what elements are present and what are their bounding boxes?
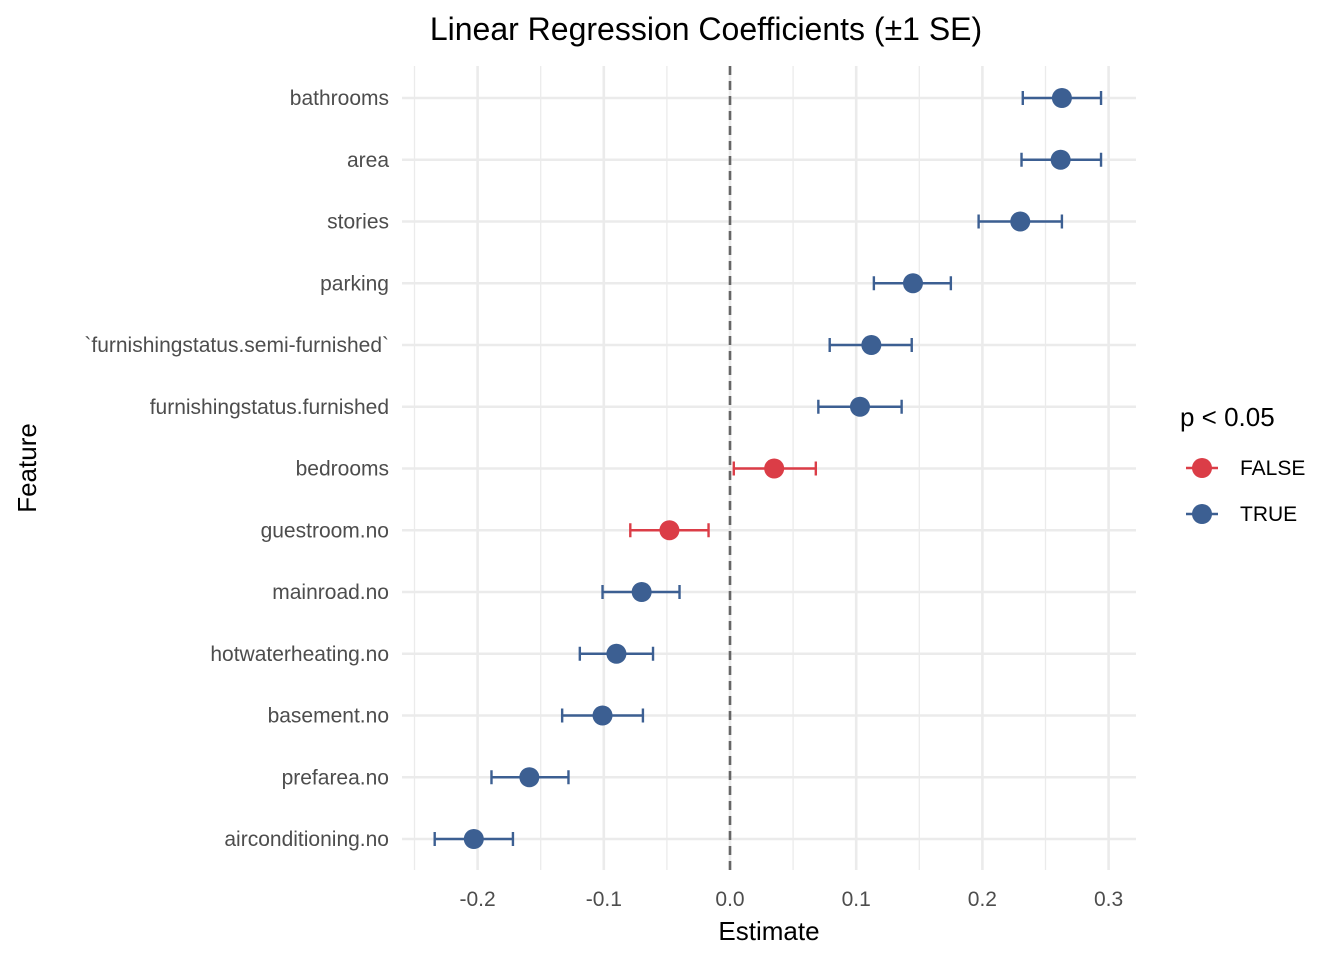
legend-entry: FALSE <box>1186 457 1305 480</box>
coefficient-mark <box>1021 88 1103 108</box>
legend-label: FALSE <box>1240 457 1305 480</box>
x-tick-labels: -0.2 -0.1 0.0 0.1 0.2 0.3 <box>460 888 1124 911</box>
x-tick-label: 0.3 <box>1094 888 1123 911</box>
estimate-point <box>764 458 785 479</box>
legend: p < 0.05 FALSE TRUE <box>1180 402 1305 526</box>
y-tick-label: stories <box>327 211 389 234</box>
coefficient-mark <box>977 211 1064 232</box>
coefficient-mark <box>578 643 655 664</box>
coefficient-mark <box>629 520 710 541</box>
y-tick-label: guestroom.no <box>261 519 389 542</box>
x-axis-title: Estimate <box>718 916 819 946</box>
estimate-point <box>659 520 680 541</box>
estimate-point <box>902 273 923 294</box>
y-tick-label: furnishingstatus.furnished <box>150 396 389 419</box>
legend-key-point <box>1192 504 1212 524</box>
y-tick-label: parking <box>320 272 389 295</box>
estimate-point <box>519 767 540 788</box>
y-tick-label: bathrooms <box>290 87 389 110</box>
coefficient-mark <box>1020 149 1103 170</box>
x-tick-label: -0.2 <box>460 888 496 911</box>
legend-entries: FALSE TRUE <box>1186 457 1305 526</box>
estimate-point <box>849 396 870 417</box>
grid-lines <box>402 66 1136 870</box>
y-tick-label: basement.no <box>268 705 389 728</box>
y-tick-label: bedrooms <box>296 458 389 481</box>
y-tick-label: airconditioning.no <box>224 828 389 851</box>
estimate-point <box>1050 149 1071 170</box>
estimate-point <box>463 829 484 849</box>
coefficient-mark <box>817 396 903 417</box>
estimate-point <box>606 643 627 664</box>
data-marks <box>433 88 1103 849</box>
chart-title: Linear Regression Coefficients (±1 SE) <box>430 11 982 47</box>
estimate-point <box>631 582 652 602</box>
coefficient-mark <box>490 767 570 788</box>
coefficient-mark <box>560 705 645 726</box>
legend-entry: TRUE <box>1186 503 1297 526</box>
x-tick-label: -0.1 <box>586 888 622 911</box>
legend-label: TRUE <box>1240 503 1297 526</box>
estimate-point <box>1051 88 1072 108</box>
coefficient-mark <box>732 458 818 479</box>
y-axis-title: Feature <box>12 423 42 513</box>
y-tick-label: hotwaterheating.no <box>210 643 389 666</box>
y-tick-labels: bathrooms area stories parking `furnishingst… <box>84 87 389 851</box>
x-tick-label: 0.1 <box>842 888 871 911</box>
legend-title: p < 0.05 <box>1180 402 1275 432</box>
y-tick-label: `furnishingstatus.semi-furnished` <box>84 334 389 357</box>
y-tick-label: mainroad.no <box>272 581 389 604</box>
coefficient-mark <box>601 582 681 602</box>
x-tick-label: 0.2 <box>968 888 997 911</box>
y-tick-label: area <box>347 149 389 172</box>
y-tick-label: prefarea.no <box>282 766 389 789</box>
legend-key-point <box>1192 458 1212 478</box>
estimate-point <box>592 705 613 726</box>
coefficient-mark <box>828 335 913 355</box>
x-tick-label: 0.0 <box>715 888 744 911</box>
estimate-point <box>861 335 882 355</box>
coefficient-mark <box>872 273 953 294</box>
estimate-point <box>1010 211 1031 232</box>
coefficient-mark <box>433 829 515 849</box>
